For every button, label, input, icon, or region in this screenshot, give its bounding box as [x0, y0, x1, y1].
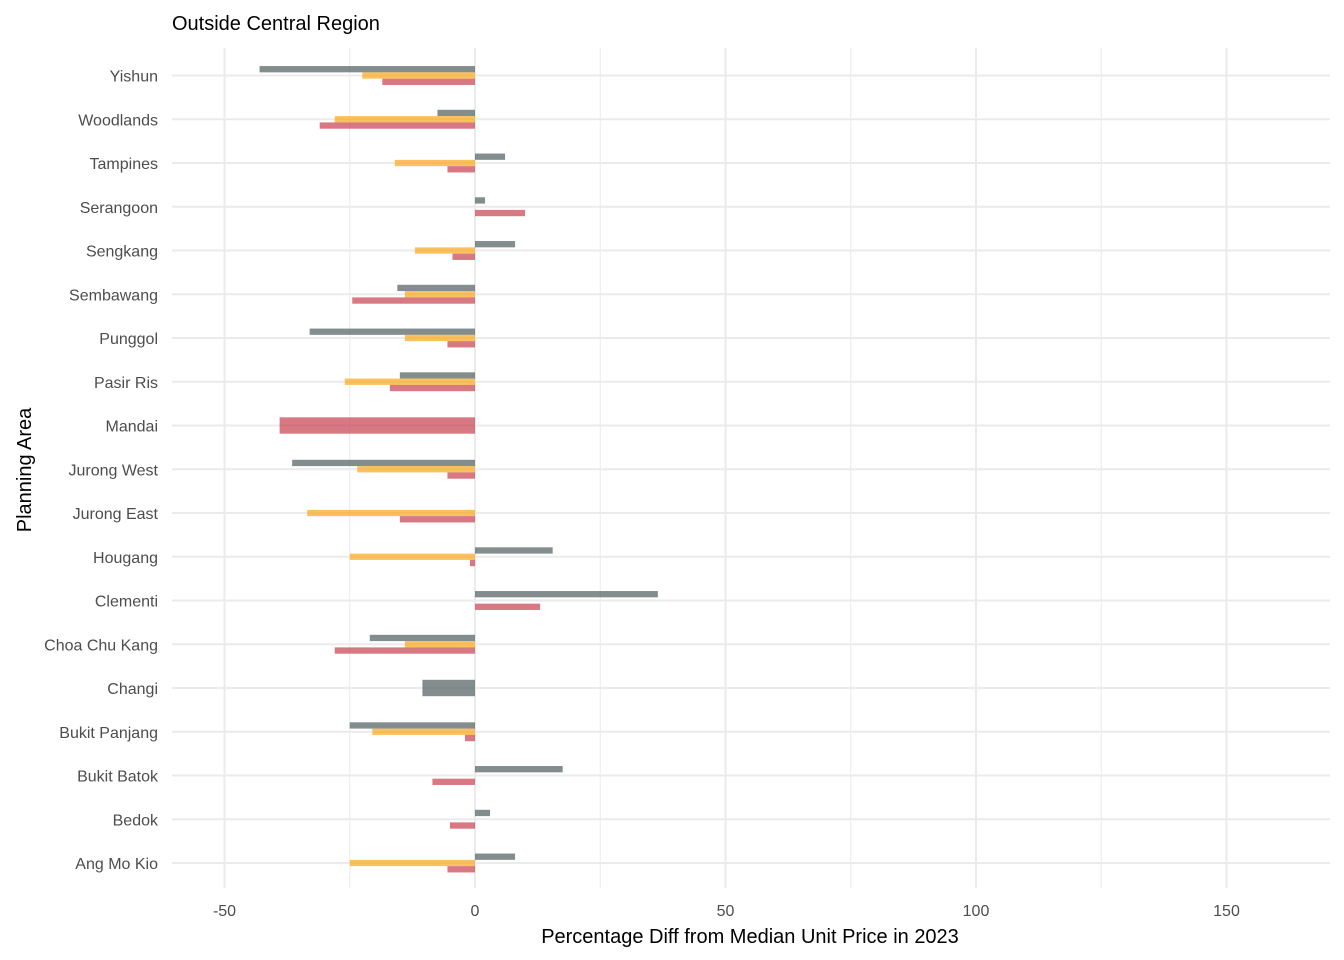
- bar: [475, 766, 563, 773]
- y-tick-label: Jurong West: [68, 462, 158, 479]
- bar: [452, 253, 475, 260]
- x-tick-label: 0: [471, 903, 480, 920]
- bar: [475, 241, 516, 248]
- y-tick-label: Woodlands: [78, 112, 158, 129]
- y-tick-label: Ang Mo Kio: [75, 856, 158, 873]
- bar: [399, 516, 475, 523]
- x-axis-title: Percentage Diff from Median Unit Price i…: [541, 926, 959, 948]
- bar: [447, 166, 475, 173]
- x-tick-label: 150: [1213, 903, 1240, 920]
- chart-title: Outside Central Region: [172, 13, 380, 35]
- bar: [349, 553, 475, 560]
- bar: [349, 859, 475, 867]
- bar: [259, 66, 475, 73]
- bar: [389, 384, 475, 392]
- x-tick-labels: -50 0 50 100 150: [213, 903, 1240, 920]
- y-tick-label: Serangoon: [80, 200, 158, 217]
- bar: [334, 647, 475, 654]
- bar: [449, 822, 475, 829]
- bar: [447, 866, 475, 873]
- y-tick-label: Changi: [107, 681, 158, 698]
- bar: [307, 509, 475, 517]
- bar: [475, 809, 491, 817]
- y-tick-labels: Ang Mo Kio Bedok Bukit Batok Bukit Panjang C…: [44, 69, 159, 874]
- bar: [279, 417, 475, 434]
- bar: [344, 378, 475, 385]
- bar: [447, 472, 475, 479]
- bar: [357, 466, 475, 473]
- y-tick-label: Hougang: [93, 550, 158, 567]
- bar: [362, 72, 475, 79]
- bar: [475, 547, 553, 554]
- bar: [414, 247, 475, 254]
- bar: [372, 728, 475, 735]
- bar: [475, 153, 506, 160]
- bar: [397, 284, 475, 292]
- x-tick-label: 100: [963, 903, 990, 920]
- bar: [437, 109, 475, 117]
- y-tick-label: Pasir Ris: [94, 375, 158, 392]
- bar: [404, 291, 475, 298]
- y-axis-title: Planning Area: [14, 407, 36, 532]
- bar: [469, 559, 475, 567]
- y-tick-label: Choa Chu Kang: [44, 637, 158, 654]
- bar: [475, 209, 526, 217]
- bar: [404, 641, 475, 648]
- bar: [352, 297, 475, 304]
- bar: [369, 634, 475, 642]
- bar: [319, 122, 475, 129]
- y-tick-label: Bukit Panjang: [59, 725, 158, 742]
- bar: [399, 372, 475, 379]
- bar: [447, 341, 475, 348]
- bar: [349, 722, 475, 729]
- y-tick-label: Mandai: [106, 419, 158, 436]
- y-tick-label: Tampines: [90, 156, 158, 173]
- bar: [422, 679, 475, 697]
- y-tick-label: Punggol: [99, 331, 158, 348]
- bar: [464, 734, 475, 742]
- bar: [309, 328, 475, 335]
- bar: [475, 197, 486, 204]
- bar: [404, 334, 475, 342]
- x-tick-label: -50: [213, 903, 236, 920]
- y-tick-label: Clementi: [95, 594, 158, 611]
- y-tick-label: Jurong East: [73, 506, 159, 523]
- y-tick-label: Sengkang: [86, 244, 158, 261]
- bar: [475, 591, 658, 598]
- y-tick-label: Yishun: [110, 69, 158, 86]
- bar: [475, 853, 516, 860]
- bar: [394, 159, 475, 167]
- bar: [432, 778, 475, 785]
- bars-layer: [259, 66, 658, 873]
- y-tick-label: Bukit Batok: [77, 769, 159, 786]
- y-tick-label: Sembawang: [69, 287, 158, 304]
- bar: [382, 78, 475, 85]
- grid-layer: [172, 48, 1330, 888]
- bar: [292, 459, 475, 467]
- bar: [475, 603, 541, 610]
- y-tick-label: Bedok: [113, 812, 159, 829]
- bar: [334, 116, 475, 123]
- x-tick-label: 50: [717, 903, 735, 920]
